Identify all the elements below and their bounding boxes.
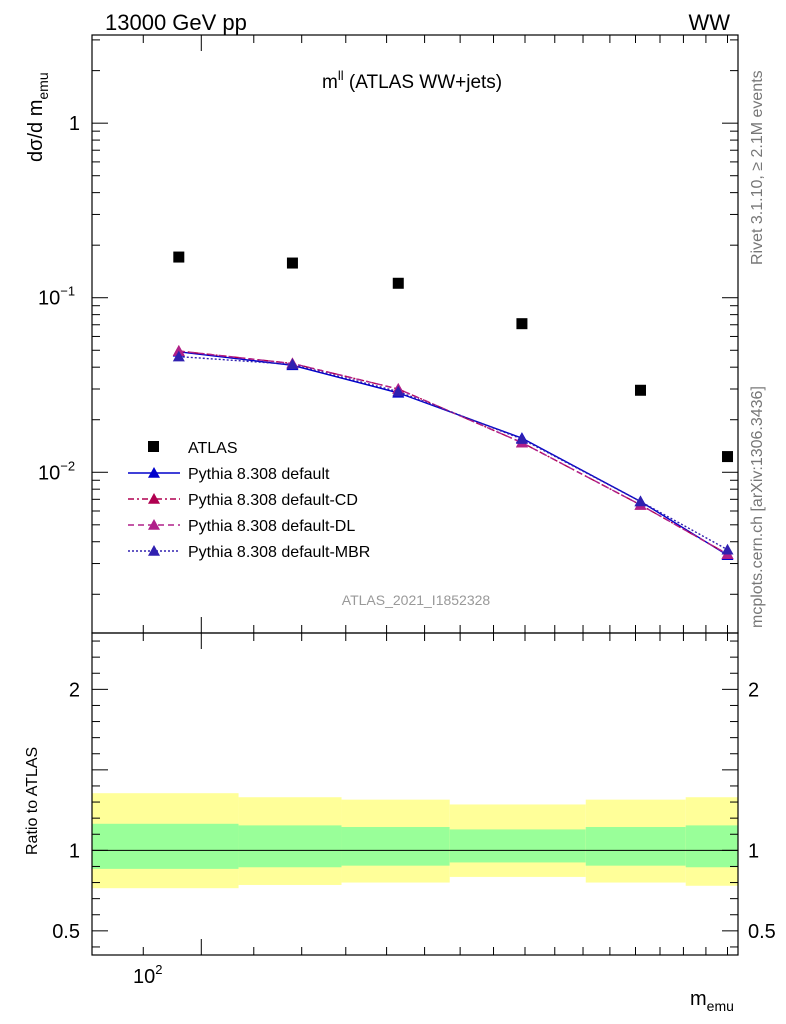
ratio-axis-ticks [92, 633, 738, 955]
marker-dotted [515, 433, 528, 444]
main-y-tick-label: 10−1 [38, 284, 75, 310]
mcplots-label: mcplots.cern.ch [arXiv:1306.3436] [749, 386, 766, 628]
x-axis-label: memu [690, 988, 734, 1014]
ratio-y-tick-label-right: 1 [748, 840, 759, 862]
legend-marker-solid [148, 467, 160, 478]
ratio-panel: 2 2 1 1 0.5 0.5 Ratio to ATLAS 102 memu [24, 632, 776, 1014]
ratio-y-tick-labels: 2 2 1 1 0.5 0.5 [52, 679, 776, 943]
legend-label: Pythia 8.308 default-MBR [188, 544, 370, 561]
ratio-frame [91, 632, 739, 956]
atlas-point [286, 257, 298, 269]
marker-dotted [721, 543, 734, 555]
ratio-y-tick-label-right: 2 [748, 679, 759, 701]
main-axis-ticks [92, 35, 738, 633]
energy-label: 13000 GeV pp [105, 10, 247, 35]
inner-band [585, 827, 686, 866]
main-panel: 110−110−2 mll (ATLAS WW+jets) dσ/d memu … [25, 34, 739, 634]
ratio-y-tick-label-left: 2 [69, 679, 80, 701]
legend-marker-dotted [148, 545, 160, 556]
legend-marker-dashdot [148, 493, 160, 504]
inner-band [449, 829, 586, 863]
legend-marker-atlas [148, 441, 159, 452]
legend: ATLAS Pythia 8.308 default Pythia 8.308 de… [128, 440, 370, 561]
atlas-point [634, 384, 646, 396]
marker-dashed [172, 345, 185, 356]
rivet-label: Rivet 3.1.10, ≥ 2.1M events [749, 70, 766, 265]
main-y-tick-label: 1 [69, 113, 80, 135]
legend-label: Pythia 8.308 default [188, 466, 330, 483]
ratio-y-tick-label-left: 0.5 [52, 921, 80, 943]
legend-label: ATLAS [188, 440, 238, 457]
marker-dotted [634, 495, 647, 507]
marker-dotted [392, 385, 405, 397]
ratio-y-label: Ratio to ATLAS [24, 747, 41, 855]
main-title: mll (ATLAS WW+jets) [322, 68, 502, 93]
main-y-tick-labels: 1 10−1 10−2 [38, 113, 80, 484]
analysis-watermark: ATLAS_2021_I1852328 [342, 592, 491, 608]
x-tick-label-100: 102 [133, 962, 162, 988]
atlas-point [173, 251, 185, 263]
atlas-point [516, 318, 528, 330]
ratio-y-tick-label-right: 0.5 [748, 921, 776, 943]
inner-band [238, 825, 342, 868]
atlas-point [392, 277, 404, 289]
process-label: WW [688, 10, 730, 35]
mc-curves [172, 345, 734, 560]
data-points [173, 251, 734, 463]
main-y-label: dσ/d memu [25, 72, 51, 162]
main-y-tick-label: 10−2 [38, 458, 75, 484]
marker-dotted [286, 358, 299, 370]
curve-dotted [178, 355, 728, 551]
ratio-y-tick-label-left: 1 [69, 840, 80, 862]
inner-band [685, 825, 738, 868]
uncertainty-bands [92, 793, 738, 889]
inner-band [92, 823, 239, 869]
legend-label: Pythia 8.308 default-DL [188, 518, 355, 535]
marker-dotted [172, 350, 185, 362]
inner-band [341, 827, 450, 866]
legend-marker-dashed [148, 519, 160, 530]
atlas-point [722, 451, 734, 463]
legend-label: Pythia 8.308 default-CD [188, 492, 358, 509]
